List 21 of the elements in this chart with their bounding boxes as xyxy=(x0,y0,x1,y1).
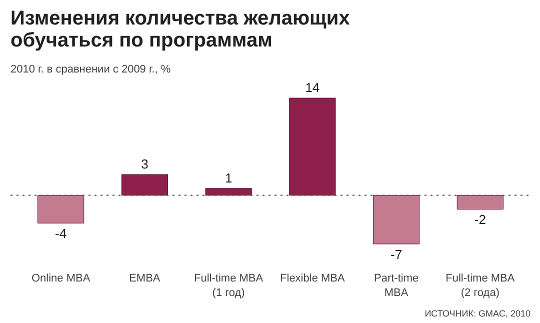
data-label: -7 xyxy=(390,246,402,262)
data-label: 14 xyxy=(305,80,320,96)
bar xyxy=(456,195,504,210)
x-tick-label: Online MBA xyxy=(31,272,91,284)
x-tick-label: Full-time MBA (1 год) xyxy=(194,272,264,299)
bar xyxy=(289,98,336,196)
x-tick-label: EMBA xyxy=(129,272,161,284)
text: ИСТОЧНИК: GMAC, 2010 xyxy=(424,308,531,318)
chart-title: Изменения количества желающих обучаться по программам xyxy=(10,8,350,52)
data-label: 3 xyxy=(141,156,148,172)
x-tick-label: Full-time MBA (2 года) xyxy=(446,272,516,299)
bar xyxy=(38,195,84,224)
data-label: 1 xyxy=(224,170,232,186)
x-tick-label: Part-time MBA xyxy=(374,272,419,299)
bar xyxy=(121,174,168,196)
x-tick-label: Flexible MBA xyxy=(280,272,346,284)
bar xyxy=(372,195,420,244)
bar xyxy=(205,188,252,196)
data-label: -2 xyxy=(474,212,486,228)
chart-subtitle: 2010 г. в сравнении с 2009 г., % xyxy=(10,64,171,76)
data-label: -4 xyxy=(55,226,67,242)
